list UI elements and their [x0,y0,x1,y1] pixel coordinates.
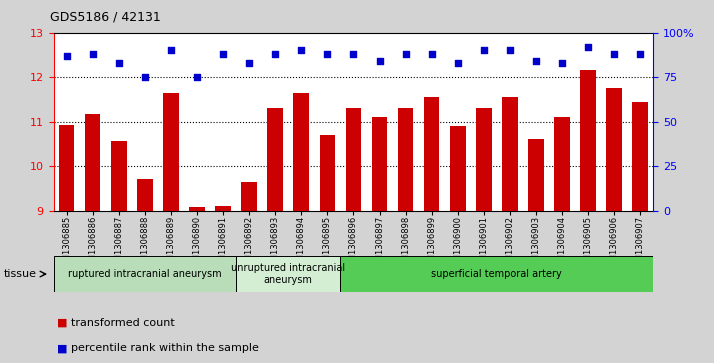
Text: ruptured intracranial aneurysm: ruptured intracranial aneurysm [68,269,221,279]
Point [61,53,72,59]
Bar [215,206,231,211]
Point [531,58,542,64]
Point [374,58,386,64]
Point [478,48,490,53]
Bar [241,182,257,211]
Point [504,48,516,53]
Point [348,51,359,57]
Point [87,51,99,57]
Bar [476,108,492,211]
Point [217,51,228,57]
Point [321,51,333,57]
Text: ■: ■ [57,343,68,354]
Text: unruptured intracranial
aneurysm: unruptured intracranial aneurysm [231,263,346,285]
Bar [450,126,466,211]
Bar [189,207,205,211]
Bar [372,117,387,211]
Text: tissue: tissue [4,269,36,279]
Bar [580,70,596,211]
Text: ■: ■ [57,318,68,328]
Bar [606,88,622,211]
Bar [528,139,544,211]
Bar [163,93,178,211]
Bar [236,256,341,292]
Text: GDS5186 / 42131: GDS5186 / 42131 [50,11,161,24]
Bar [341,256,653,292]
Bar [137,179,153,211]
Point [139,74,151,80]
Bar [398,108,413,211]
Bar [320,135,335,211]
Point [583,44,594,50]
Bar [59,125,74,211]
Bar [424,97,440,211]
Point [452,60,463,66]
Bar [267,108,283,211]
Point [191,74,203,80]
Bar [554,117,570,211]
Bar [293,93,309,211]
Bar [346,108,361,211]
Point [400,51,411,57]
Bar [633,102,648,211]
Point [165,48,176,53]
Text: transformed count: transformed count [71,318,175,328]
Point [426,51,438,57]
Point [296,48,307,53]
Bar [111,141,126,211]
Bar [85,114,101,211]
Text: superficial temporal artery: superficial temporal artery [431,269,562,279]
Point [608,51,620,57]
Point [243,60,255,66]
Text: percentile rank within the sample: percentile rank within the sample [71,343,259,354]
Point [635,51,646,57]
Point [269,51,281,57]
Bar [502,97,518,211]
Bar [54,256,236,292]
Point [556,60,568,66]
Point [113,60,124,66]
